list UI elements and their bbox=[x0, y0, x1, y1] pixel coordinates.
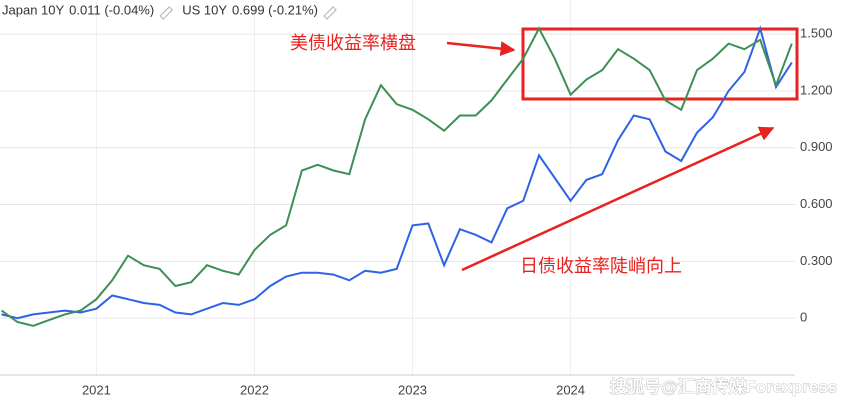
legend-label: Japan 10Y bbox=[2, 2, 64, 17]
annotation: 美债收益率横盘 bbox=[290, 33, 416, 53]
y-tick-label: 0.900 bbox=[800, 139, 833, 154]
y-tick-label: 0.300 bbox=[800, 253, 833, 268]
x-tick-label: 2023 bbox=[398, 382, 427, 397]
legend-quote: 0.699 (-0.21%) bbox=[232, 2, 318, 17]
annotation: 日债收益率陡峭向上 bbox=[520, 256, 682, 276]
series-line bbox=[1, 26, 793, 327]
edit-icon bbox=[159, 6, 174, 20]
y-tick-label: 1.200 bbox=[800, 82, 833, 97]
legend-label: US 10Y bbox=[182, 2, 227, 17]
x-tick-label: 2024 bbox=[556, 382, 585, 397]
y-tick-label: 0 bbox=[800, 310, 807, 325]
edit-icon bbox=[323, 6, 337, 20]
highlight-box bbox=[521, 27, 799, 101]
watermark: 搜狐号@汇商传媒Forexpress bbox=[610, 376, 837, 396]
arrow bbox=[446, 41, 516, 57]
x-tick-label: 2022 bbox=[240, 382, 269, 397]
y-tick-label: 0.600 bbox=[800, 196, 833, 211]
legend-quote: 0.011 (-0.04%) bbox=[69, 2, 154, 17]
y-tick-label: 1.500 bbox=[800, 26, 833, 41]
series-line bbox=[1, 25, 793, 320]
x-tick-label: 2021 bbox=[82, 382, 111, 397]
arrow bbox=[461, 126, 775, 272]
